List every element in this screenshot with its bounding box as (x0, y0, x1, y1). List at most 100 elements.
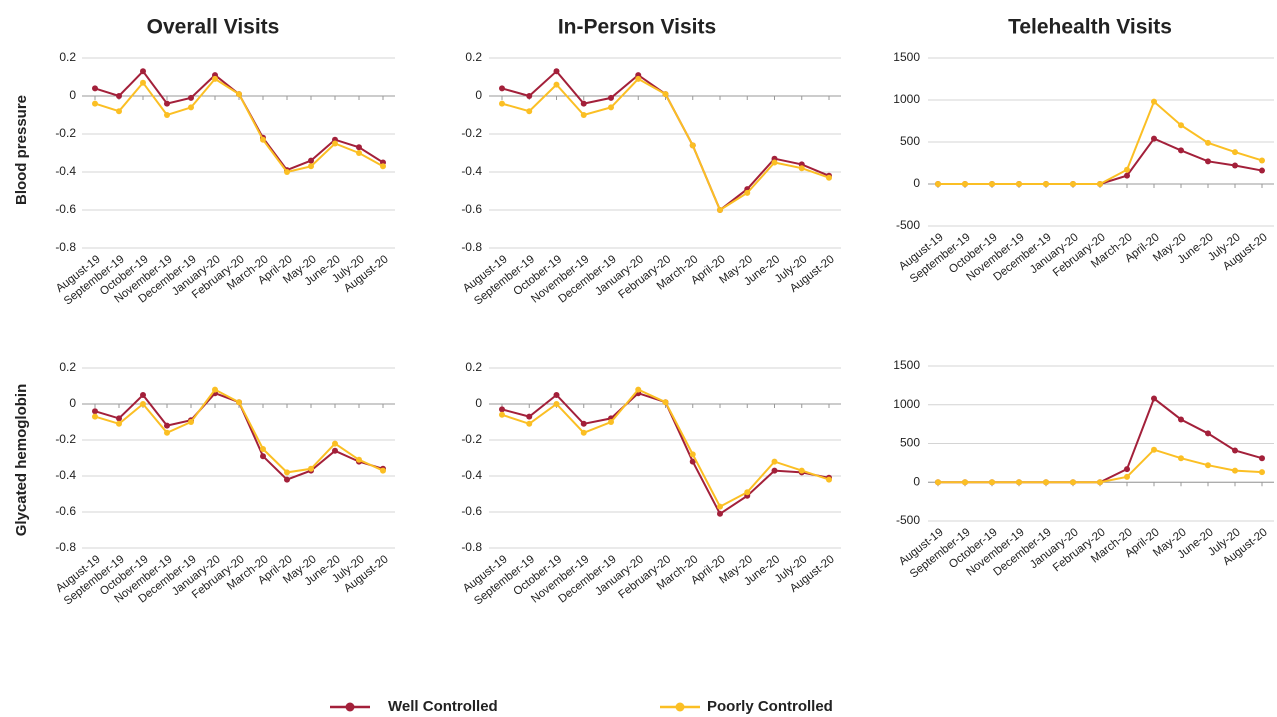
y-tick-label: 0 (913, 176, 920, 190)
y-tick-label: 1500 (893, 358, 920, 372)
y-tick-label: 0 (475, 88, 482, 102)
point (260, 136, 266, 143)
y-tick-label: 0.2 (465, 360, 482, 374)
point (689, 458, 696, 465)
point (140, 392, 146, 398)
point (92, 413, 98, 420)
point (140, 68, 146, 75)
row-label: Glycated hemoglobin (13, 384, 30, 537)
y-tick-label: 1000 (893, 92, 920, 106)
point (1232, 447, 1238, 454)
point (1205, 139, 1211, 146)
point (1259, 157, 1265, 164)
point (717, 510, 723, 517)
point (1151, 98, 1157, 105)
point (1205, 462, 1211, 469)
point (635, 386, 642, 393)
point (526, 413, 533, 420)
y-tick-label: 0 (69, 396, 76, 410)
point (499, 411, 505, 418)
point (1016, 181, 1022, 187)
point (116, 108, 122, 115)
point (689, 451, 696, 458)
point (935, 181, 941, 187)
point (308, 163, 314, 170)
point (935, 479, 941, 486)
legend-marker (345, 702, 355, 712)
point (1232, 467, 1238, 474)
point (1124, 166, 1130, 173)
point (798, 165, 805, 172)
point (1205, 430, 1211, 437)
legend-label: Poorly Controlled (707, 698, 833, 715)
point (526, 108, 533, 115)
point (356, 144, 362, 151)
point (332, 447, 338, 454)
y-tick-label: -0.8 (461, 540, 482, 554)
point (356, 150, 362, 156)
point (553, 81, 560, 88)
point (380, 467, 386, 474)
y-tick-label: -0.2 (461, 432, 482, 446)
point (580, 420, 587, 427)
point (662, 399, 669, 406)
point (1232, 149, 1238, 156)
point (662, 91, 669, 98)
point (236, 91, 242, 98)
y-tick-label: -0.4 (461, 164, 482, 178)
point (1232, 162, 1238, 169)
legend-marker (675, 702, 685, 712)
y-tick-label: 500 (900, 134, 920, 148)
point (962, 479, 968, 486)
y-tick-label: -0.2 (461, 126, 482, 140)
point (236, 399, 242, 406)
point (92, 100, 98, 107)
point (635, 75, 642, 82)
point (284, 169, 290, 175)
point (332, 440, 338, 447)
y-tick-label: -0.8 (461, 240, 482, 254)
y-tick-label: -0.6 (55, 504, 76, 518)
point (580, 100, 587, 107)
y-tick-label: -0.6 (55, 202, 76, 216)
point (798, 467, 805, 474)
point (526, 420, 533, 427)
point (188, 419, 194, 425)
point (962, 181, 968, 187)
point (717, 503, 723, 510)
y-tick-label: 0 (913, 474, 920, 488)
chart-title: In-Person Visits (558, 16, 716, 39)
point (212, 75, 218, 82)
point (744, 489, 751, 496)
point (826, 476, 832, 483)
point (1259, 167, 1265, 174)
point (553, 401, 560, 407)
point (1178, 122, 1184, 129)
series-line (94, 69, 384, 172)
y-tick-label: -500 (896, 218, 920, 232)
point (1178, 147, 1184, 154)
chart-title: Telehealth Visits (1008, 16, 1172, 39)
y-tick-label: 1500 (893, 50, 920, 64)
y-tick-label: -0.8 (55, 240, 76, 254)
point (1205, 158, 1211, 165)
point (164, 100, 170, 107)
point (771, 467, 778, 474)
point (1151, 446, 1157, 453)
point (689, 142, 696, 149)
chart-title: Overall Visits (147, 16, 280, 39)
point (164, 112, 170, 118)
y-tick-label: 0 (475, 396, 482, 410)
series-line (938, 396, 1263, 484)
point (92, 85, 98, 92)
point (1259, 469, 1265, 476)
point (1070, 181, 1076, 187)
point (116, 415, 122, 422)
point (989, 181, 995, 187)
row-label: Blood pressure (13, 95, 30, 205)
point (1124, 172, 1130, 179)
point (284, 469, 290, 476)
y-tick-label: -0.2 (55, 432, 76, 446)
point (553, 68, 560, 75)
point (1016, 479, 1022, 486)
